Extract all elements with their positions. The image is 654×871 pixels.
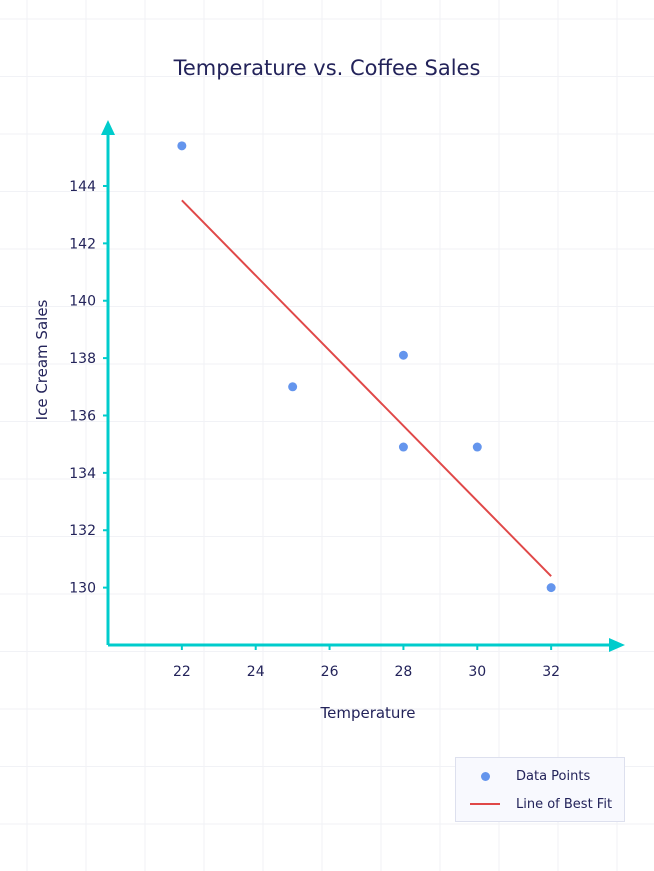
legend-best-fit-marker: [470, 803, 500, 805]
y-tick-label: 130: [69, 581, 96, 597]
y-axis-arrow-icon: [101, 120, 115, 135]
data-point: [398, 350, 408, 360]
legend-data-points-label: Data Points: [516, 768, 591, 784]
chart-title: Temperature vs. Coffee Sales: [173, 56, 481, 80]
best-fit-line: [181, 199, 552, 577]
y-tick-label: 140: [69, 294, 96, 310]
x-tick-label: 24: [247, 664, 265, 680]
legend: Data Points Line of Best Fit: [455, 757, 625, 822]
y-tick-label: 134: [69, 466, 96, 482]
tick-labels: 22 24 26 28 30 32 130 132 134 136 138 140 142 144: [69, 179, 560, 680]
x-tick-label: 32: [542, 664, 560, 680]
legend-data-points-marker: [481, 771, 490, 781]
x-tick-label: 22: [173, 664, 191, 680]
y-tick-label: 138: [69, 351, 96, 367]
x-axis-label: Temperature: [319, 704, 415, 722]
data-point: [177, 141, 187, 151]
y-tick-label: 136: [69, 408, 96, 424]
axes: [101, 120, 625, 652]
y-tick-label: 132: [69, 523, 96, 539]
x-tick-label: 28: [395, 664, 413, 680]
chart-marks: [177, 141, 556, 593]
legend-best-fit-label: Line of Best Fit: [516, 796, 613, 812]
data-point: [288, 382, 298, 392]
data-point: [472, 442, 482, 452]
y-tick-label: 144: [69, 179, 96, 195]
y-tick-label: 142: [69, 236, 96, 252]
x-tick-label: 26: [321, 664, 339, 680]
data-point: [546, 583, 556, 593]
data-point: [398, 442, 408, 452]
x-axis-arrow-icon: [609, 638, 625, 652]
y-axis-label: Ice Cream Sales: [33, 299, 51, 420]
x-tick-label: 30: [468, 664, 486, 680]
